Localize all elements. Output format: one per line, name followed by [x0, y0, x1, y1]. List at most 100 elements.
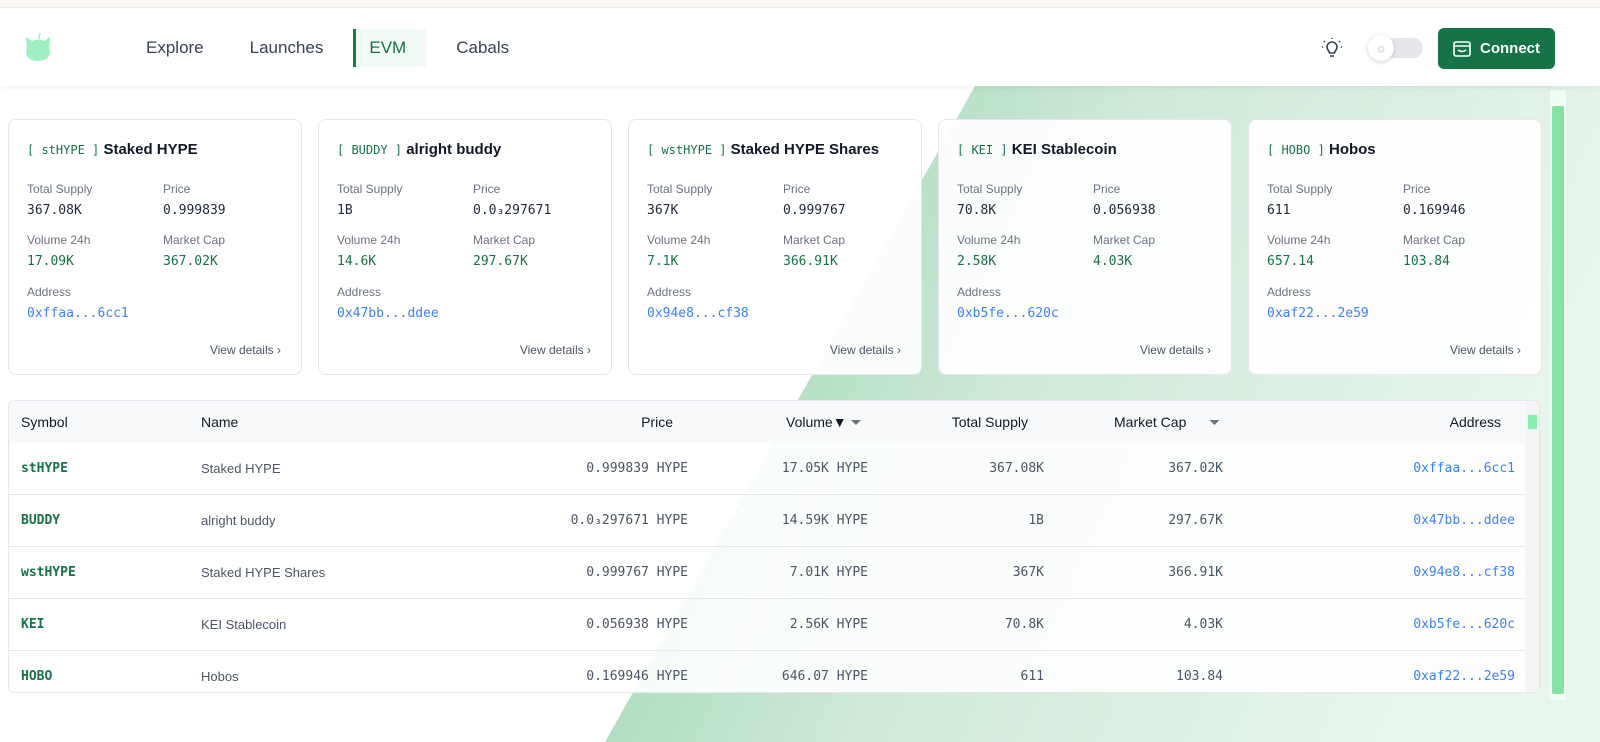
label-price: Price: [1403, 182, 1431, 196]
page-scrollbar[interactable]: [1550, 90, 1566, 700]
row-name: Hobos: [201, 669, 239, 684]
token-card[interactable]: [ BUDDY ] alright buddy Total Supply Pri…: [318, 119, 612, 375]
token-card[interactable]: [ stHYPE ] Staked HYPE Total Supply Pric…: [8, 119, 302, 375]
row-price: 0.0₃297671 HYPE: [570, 513, 688, 528]
chevron-right-icon: ›: [277, 343, 281, 357]
header-volume[interactable]: Volume▼ ⏷: [786, 401, 862, 443]
token-card[interactable]: [ KEI ] KEI Stablecoin Total Supply Pric…: [938, 119, 1232, 375]
row-volume: 17.05K HYPE: [781, 461, 868, 476]
card-address-link[interactable]: 0xb5fe...620c: [957, 306, 1059, 321]
nav-explore[interactable]: Explore: [146, 38, 204, 57]
nav-cabals[interactable]: Cabals: [456, 38, 510, 57]
label-volume: Volume 24h: [1267, 233, 1331, 247]
row-address-link[interactable]: 0xb5fe...620c: [1413, 617, 1515, 632]
card-market-cap: 297.67K: [473, 254, 528, 269]
row-address-link[interactable]: 0x94e8...cf38: [1413, 565, 1515, 580]
header-name[interactable]: Name: [201, 414, 239, 430]
card-name: Staked HYPE Shares: [730, 141, 880, 158]
view-details-label: View details: [209, 343, 274, 357]
card-symbol: [ HOBO ]: [1267, 143, 1325, 157]
card-symbol-text: BUDDY: [351, 143, 388, 157]
row-market-cap: 366.91K: [1168, 565, 1223, 580]
view-details-link[interactable]: View details ›: [520, 343, 591, 357]
header-price[interactable]: Price: [641, 414, 673, 430]
header-symbol[interactable]: Symbol: [21, 414, 68, 430]
label-market-cap: Market Cap: [163, 233, 226, 247]
row-volume: 14.59K HYPE: [781, 513, 868, 528]
card-volume: 657.14: [1267, 254, 1314, 269]
chevron-right-icon: ›: [897, 343, 901, 357]
view-details-link[interactable]: View details ›: [1450, 343, 1521, 357]
tokens-table: Symbol Name Price Volume▼ ⏷ Total Supply…: [8, 400, 1540, 693]
row-symbol[interactable]: BUDDY: [21, 513, 61, 528]
view-details-link[interactable]: View details ›: [210, 343, 281, 357]
row-total-supply: 70.8K: [1004, 617, 1044, 632]
table-row[interactable]: HOBO Hobos 0.169946 HYPE 646.07 HYPE 611…: [9, 651, 1527, 692]
label-market-cap: Market Cap: [473, 233, 536, 247]
card-address-link[interactable]: 0xaf22...2e59: [1267, 306, 1369, 321]
table-row[interactable]: wstHYPE Staked HYPE Shares 0.999767 HYPE…: [9, 547, 1527, 599]
label-total-supply: Total Supply: [27, 182, 93, 196]
header-market-cap[interactable]: Market Cap: [1114, 414, 1187, 430]
sun-icon: ☼: [1368, 35, 1394, 61]
table-row[interactable]: KEI KEI Stablecoin 0.056938 HYPE 2.56K H…: [9, 599, 1527, 651]
card-total-supply: 367.08K: [27, 203, 82, 218]
connect-button[interactable]: Connect: [1438, 28, 1555, 69]
label-price: Price: [783, 182, 811, 196]
chevron-right-icon: ›: [587, 343, 591, 357]
table-row[interactable]: stHYPE Staked HYPE 0.999839 HYPE 17.05K …: [9, 443, 1527, 495]
row-symbol[interactable]: wstHYPE: [21, 565, 76, 580]
card-symbol-text: HOBO: [1281, 143, 1311, 157]
view-details-link[interactable]: View details ›: [1140, 343, 1211, 357]
card-address-link[interactable]: 0x47bb...ddee: [337, 306, 439, 321]
card-address-link[interactable]: 0xffaa...6cc1: [27, 306, 129, 321]
view-details-label: View details: [1449, 343, 1514, 357]
row-name: alright buddy: [201, 513, 276, 528]
row-address-link[interactable]: 0x47bb...ddee: [1413, 513, 1515, 528]
token-card[interactable]: [ wstHYPE ] Staked HYPE Shares Total Sup…: [628, 119, 922, 375]
card-title: [ HOBO ] Hobos: [1267, 141, 1376, 158]
filter-icon[interactable]: ⏷: [850, 414, 862, 430]
header-total-supply[interactable]: Total Supply: [951, 414, 1028, 430]
filter-icon[interactable]: ⏷: [1209, 414, 1221, 430]
row-symbol[interactable]: HOBO: [21, 669, 53, 684]
table-scrollbar[interactable]: [1525, 401, 1539, 692]
row-address-link[interactable]: 0xffaa...6cc1: [1413, 461, 1515, 476]
card-address-link[interactable]: 0x94e8...cf38: [647, 306, 749, 321]
sort-desc-icon[interactable]: ▼: [832, 414, 847, 430]
row-symbol[interactable]: KEI: [21, 617, 45, 632]
label-price: Price: [1093, 182, 1121, 196]
view-details-link[interactable]: View details ›: [830, 343, 901, 357]
table-row[interactable]: BUDDY alright buddy 0.0₃297671 HYPE 14.5…: [9, 495, 1527, 547]
card-price: 0.999767: [783, 203, 846, 218]
row-symbol[interactable]: stHYPE: [21, 461, 68, 476]
lightbulb-icon[interactable]: [1320, 36, 1344, 60]
row-name: Staked HYPE: [201, 461, 281, 476]
theme-toggle[interactable]: ☼: [1368, 35, 1423, 61]
card-symbol-text: stHYPE: [41, 143, 85, 157]
label-market-cap: Market Cap: [1093, 233, 1156, 247]
card-title: [ BUDDY ] alright buddy: [337, 141, 501, 158]
row-market-cap: 103.84: [1176, 669, 1223, 684]
nav-evm[interactable]: EVM: [353, 29, 427, 67]
card-symbol-text: wstHYPE: [661, 143, 713, 157]
card-title: [ stHYPE ] Staked HYPE: [27, 141, 198, 158]
label-price: Price: [163, 182, 191, 196]
logo-icon[interactable]: [22, 31, 54, 63]
row-total-supply: 367K: [1012, 565, 1044, 580]
card-symbol: [ stHYPE ]: [27, 143, 100, 157]
token-card[interactable]: [ HOBO ] Hobos Total Supply Price 611 0.…: [1248, 119, 1542, 375]
row-price: 0.999839 HYPE: [586, 461, 688, 476]
row-volume: 646.07 HYPE: [781, 669, 868, 684]
nav-launches[interactable]: Launches: [249, 38, 324, 57]
row-address-link[interactable]: 0xaf22...2e59: [1413, 669, 1515, 684]
header-address[interactable]: Address: [1449, 414, 1501, 430]
card-price: 0.056938: [1093, 203, 1156, 218]
row-market-cap: 297.67K: [1168, 513, 1223, 528]
label-address: Address: [957, 285, 1002, 299]
label-total-supply: Total Supply: [957, 182, 1023, 196]
row-name: KEI Stablecoin: [201, 617, 287, 632]
card-market-cap: 4.03K: [1093, 254, 1133, 269]
row-volume: 2.56K HYPE: [789, 617, 868, 632]
card-symbol: [ KEI ]: [957, 143, 1008, 157]
